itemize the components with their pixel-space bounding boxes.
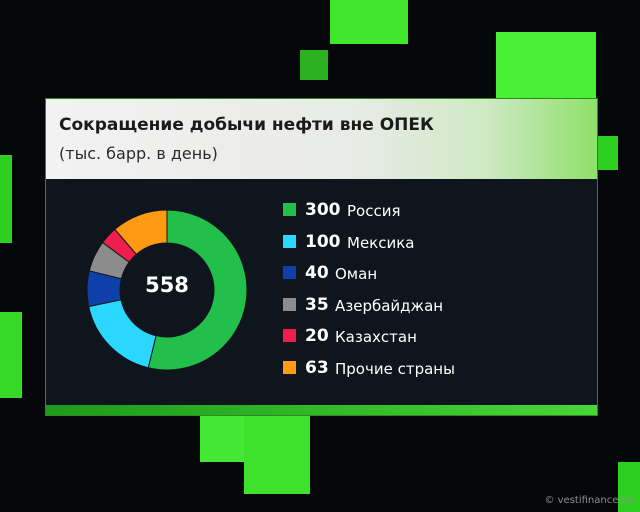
legend-value: 63 — [305, 357, 329, 378]
donut-total: 558 — [145, 273, 189, 297]
legend-value: 20 — [305, 326, 329, 346]
legend-swatch — [283, 329, 296, 342]
legend-label: Азербайджан — [335, 296, 444, 315]
chart-panel: Сокращение добычи нефти вне ОПЕК (тыс. б… — [45, 98, 598, 416]
green-cube — [0, 155, 12, 243]
green-cube — [618, 462, 640, 512]
legend-label: Россия — [347, 202, 401, 220]
legend-swatch — [283, 266, 296, 279]
donut-slice-2 — [88, 299, 157, 369]
legend-label: Казахстан — [335, 328, 417, 346]
panel-footer-bar — [46, 405, 597, 415]
green-cube — [300, 50, 328, 80]
donut-slice-6 — [114, 209, 168, 256]
legend-swatch — [283, 360, 296, 374]
legend-label: Мексика — [347, 233, 415, 252]
legend-swatch — [283, 297, 296, 311]
green-cube — [596, 136, 618, 170]
chart-header: Сокращение добычи нефти вне ОПЕК (тыс. б… — [46, 99, 597, 179]
legend-swatch — [283, 234, 296, 248]
green-cube — [200, 412, 244, 462]
green-cube — [330, 0, 408, 44]
legend-swatch — [283, 203, 296, 216]
green-cube — [244, 414, 310, 494]
legend-value: 35 — [305, 294, 329, 315]
donut-slice-1 — [147, 209, 248, 371]
watermark: © vestifinance.ru — [544, 495, 632, 506]
chart-title: Сокращение добычи нефти вне ОПЕК — [59, 115, 434, 135]
chart-subtitle: (тыс. барр. в день) — [59, 144, 218, 163]
legend-label: Прочие страны — [335, 359, 455, 378]
green-cube — [0, 312, 22, 398]
donut-chart — [86, 209, 248, 371]
legend-label: Оман — [335, 265, 378, 283]
legend-value: 300 — [305, 200, 341, 220]
legend-value: 40 — [305, 263, 329, 283]
legend-value: 100 — [305, 231, 341, 252]
